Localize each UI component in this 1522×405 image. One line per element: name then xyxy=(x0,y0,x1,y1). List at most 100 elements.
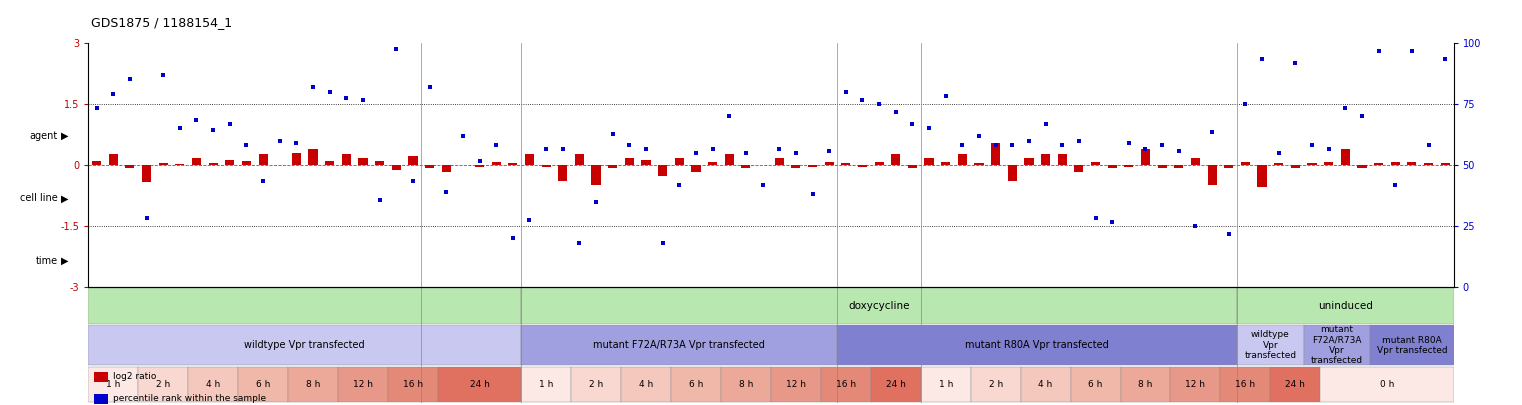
Bar xyxy=(1120,367,1170,402)
Text: 0 h: 0 h xyxy=(1380,380,1394,389)
Point xyxy=(251,178,275,185)
Point xyxy=(784,149,808,156)
Bar xyxy=(275,164,285,165)
Bar xyxy=(691,165,700,173)
Bar xyxy=(88,325,521,365)
Point xyxy=(234,141,259,148)
Point xyxy=(618,141,642,148)
Bar xyxy=(242,161,251,165)
Point xyxy=(884,109,909,115)
Point xyxy=(1117,139,1142,146)
Point xyxy=(1283,60,1307,66)
Text: cell line: cell line xyxy=(20,194,58,203)
Bar xyxy=(508,163,517,165)
Point xyxy=(916,125,941,132)
Bar xyxy=(1358,165,1367,168)
Bar xyxy=(871,367,921,402)
Bar xyxy=(1257,165,1266,188)
Bar xyxy=(358,158,368,165)
Text: 4 h: 4 h xyxy=(639,380,653,389)
Bar xyxy=(309,149,318,165)
Text: 12 h: 12 h xyxy=(785,380,805,389)
Bar xyxy=(91,161,100,165)
Point xyxy=(1300,141,1324,148)
Text: ▶: ▶ xyxy=(61,256,68,266)
Bar xyxy=(338,367,388,402)
Bar xyxy=(425,165,434,168)
Bar xyxy=(1374,163,1383,165)
Bar xyxy=(609,165,618,168)
Point xyxy=(717,113,741,119)
Bar xyxy=(837,325,1237,365)
Point xyxy=(1067,137,1091,144)
Bar xyxy=(88,367,139,402)
Bar xyxy=(1070,367,1120,402)
Bar xyxy=(1224,165,1233,168)
Bar xyxy=(875,162,884,165)
Point xyxy=(950,141,974,148)
Point xyxy=(467,158,492,164)
Text: uninduced: uninduced xyxy=(1318,301,1373,311)
Bar xyxy=(1041,153,1050,165)
Point xyxy=(868,100,892,107)
Text: ▶: ▶ xyxy=(61,194,68,203)
Point xyxy=(134,215,158,221)
Text: 1 h: 1 h xyxy=(939,380,953,389)
Text: 2 h: 2 h xyxy=(589,380,603,389)
Point xyxy=(151,72,175,79)
Text: 6 h: 6 h xyxy=(689,380,703,389)
Text: 12 h: 12 h xyxy=(1186,380,1205,389)
Point xyxy=(767,145,791,152)
Point xyxy=(1350,113,1374,119)
Bar xyxy=(1142,149,1151,165)
Bar xyxy=(1237,288,1454,324)
Bar xyxy=(808,165,817,166)
Bar xyxy=(1274,163,1283,165)
Point xyxy=(350,96,374,103)
Point xyxy=(117,76,142,83)
Bar xyxy=(758,164,767,165)
Bar xyxy=(1221,367,1271,402)
Bar xyxy=(921,367,971,402)
Bar xyxy=(1207,165,1216,185)
Bar xyxy=(1271,367,1320,402)
Point xyxy=(1317,145,1341,152)
Point xyxy=(1000,141,1024,148)
Point xyxy=(1417,141,1441,148)
Bar xyxy=(458,164,467,165)
Bar xyxy=(326,161,335,165)
Point xyxy=(601,131,626,138)
Text: doxycycline: doxycycline xyxy=(848,301,910,311)
Text: percentile rank within the sample: percentile rank within the sample xyxy=(113,394,266,403)
Point xyxy=(1233,100,1257,107)
Bar xyxy=(1304,325,1370,365)
Point xyxy=(1367,47,1391,54)
Point xyxy=(801,190,825,197)
Text: 24 h: 24 h xyxy=(886,380,906,389)
Point xyxy=(268,137,292,144)
Bar xyxy=(125,165,134,168)
Point xyxy=(1100,219,1125,226)
Point xyxy=(451,133,475,140)
Point xyxy=(851,96,875,103)
Bar xyxy=(1075,165,1084,173)
Text: 6 h: 6 h xyxy=(1088,380,1103,389)
Text: 6 h: 6 h xyxy=(256,380,271,389)
Text: 4 h: 4 h xyxy=(205,380,221,389)
Bar xyxy=(825,162,834,165)
Point xyxy=(218,121,242,128)
Text: time: time xyxy=(35,256,58,266)
Bar xyxy=(292,153,301,165)
Point xyxy=(1434,55,1458,62)
Point xyxy=(834,88,858,95)
Text: 2 h: 2 h xyxy=(157,380,170,389)
Text: wildtype Vpr transfected: wildtype Vpr transfected xyxy=(245,340,365,350)
Text: log2 ratio: log2 ratio xyxy=(113,372,155,381)
Bar xyxy=(1291,165,1300,168)
Text: ▶: ▶ xyxy=(61,131,68,141)
Bar xyxy=(842,163,851,165)
Point xyxy=(1266,149,1291,156)
Bar xyxy=(408,156,417,165)
Bar xyxy=(626,158,635,165)
Point xyxy=(301,84,326,91)
